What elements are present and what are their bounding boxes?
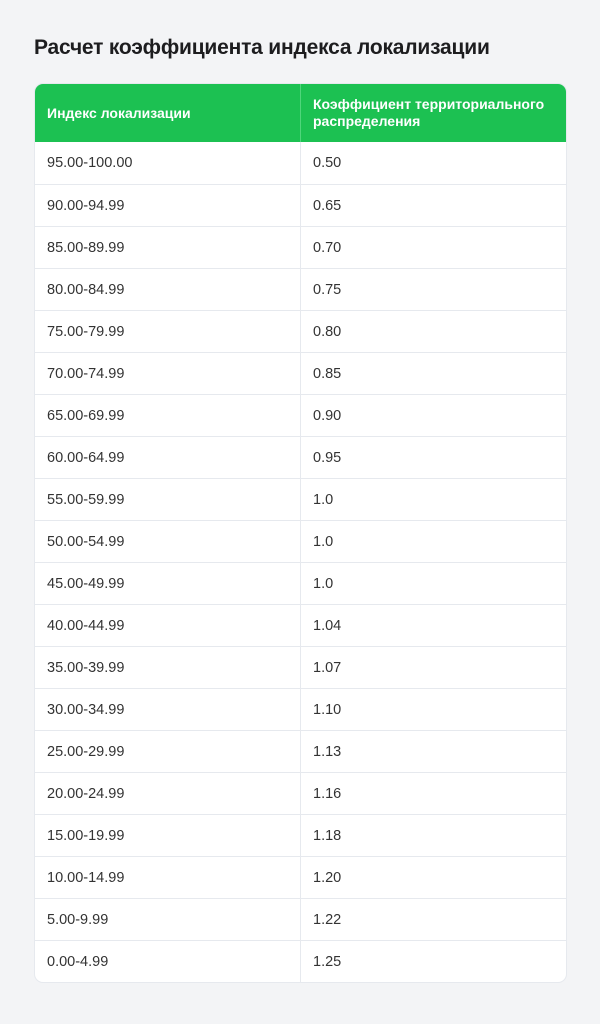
index-range-cell: 0.00-4.99: [35, 941, 301, 982]
header-localization-index: Индекс локализации: [35, 84, 301, 142]
table-header: Индекс локализации Коэффициент территори…: [35, 84, 566, 142]
page-title: Расчет коэффициента индекса локализации: [34, 36, 490, 59]
coefficient-cell: 1.0: [313, 491, 334, 508]
table-row: 25.00-29.99 1.13: [35, 730, 566, 772]
coefficient-cell: 1.07: [313, 659, 342, 676]
table-body: 95.00-100.00 0.50 90.00-94.99 0.65 85.00-89.…: [35, 142, 566, 982]
table-row: 10.00-14.99 1.20: [35, 856, 566, 898]
coefficient-cell: 1.13: [313, 743, 342, 760]
table-row: 80.00-84.99 0.75: [35, 268, 566, 310]
table-row: 60.00-64.99 0.95: [35, 436, 566, 478]
index-range-cell: 5.00-9.99: [35, 899, 301, 940]
table-row: 15.00-19.99 1.18: [35, 814, 566, 856]
table-row: 85.00-89.99 0.70: [35, 226, 566, 268]
coefficient-cell: 1.0: [313, 575, 334, 592]
index-range-cell: 35.00-39.99: [35, 647, 301, 688]
coefficient-cell: 0.85: [313, 365, 342, 382]
coefficient-cell: 1.25: [313, 953, 342, 970]
index-range-cell: 65.00-69.99: [35, 395, 301, 436]
table-row: 90.00-94.99 0.65: [35, 184, 566, 226]
table-row: 65.00-69.99 0.90: [35, 394, 566, 436]
coefficient-cell: 1.16: [313, 785, 342, 802]
header-distribution-coefficient: Коэффициент территориального распределен…: [313, 96, 545, 129]
index-range-cell: 55.00-59.99: [35, 479, 301, 520]
table-row: 20.00-24.99 1.16: [35, 772, 566, 814]
index-range-cell: 20.00-24.99: [35, 773, 301, 814]
coefficient-cell: 0.70: [313, 239, 342, 256]
table-row: 30.00-34.99 1.10: [35, 688, 566, 730]
index-range-cell: 25.00-29.99: [35, 731, 301, 772]
coefficient-cell: 0.50: [313, 155, 342, 171]
index-range-cell: 70.00-74.99: [35, 353, 301, 394]
index-range-cell: 60.00-64.99: [35, 437, 301, 478]
coefficient-cell: 1.18: [313, 827, 342, 844]
coefficient-table: Индекс локализации Коэффициент территори…: [34, 83, 567, 983]
index-range-cell: 15.00-19.99: [35, 815, 301, 856]
table-row: 55.00-59.99 1.0: [35, 478, 566, 520]
table-row: 35.00-39.99 1.07: [35, 646, 566, 688]
index-range-cell: 95.00-100.00: [35, 142, 301, 184]
table-row: 75.00-79.99 0.80: [35, 310, 566, 352]
coefficient-cell: 0.80: [313, 323, 342, 340]
coefficient-cell: 0.90: [313, 407, 342, 424]
index-range-cell: 80.00-84.99: [35, 269, 301, 310]
table-row: 70.00-74.99 0.85: [35, 352, 566, 394]
coefficient-cell: 1.22: [313, 911, 342, 928]
index-range-cell: 90.00-94.99: [35, 185, 301, 226]
coefficient-cell: 1.04: [313, 617, 342, 634]
table-row: 45.00-49.99 1.0: [35, 562, 566, 604]
index-range-cell: 50.00-54.99: [35, 521, 301, 562]
index-range-cell: 30.00-34.99: [35, 689, 301, 730]
table-row: 50.00-54.99 1.0: [35, 520, 566, 562]
table-row: 95.00-100.00 0.50: [35, 142, 566, 184]
index-range-cell: 45.00-49.99: [35, 563, 301, 604]
coefficient-cell: 1.20: [313, 869, 342, 886]
index-range-cell: 40.00-44.99: [35, 605, 301, 646]
table-row: 5.00-9.99 1.22: [35, 898, 566, 940]
index-range-cell: 10.00-14.99: [35, 857, 301, 898]
coefficient-cell: 0.65: [313, 197, 342, 214]
table-row: 0.00-4.99 1.25: [35, 940, 566, 982]
coefficient-cell: 1.10: [313, 701, 342, 718]
coefficient-cell: 0.95: [313, 449, 342, 466]
table-row: 40.00-44.99 1.04: [35, 604, 566, 646]
coefficient-cell: 0.75: [313, 281, 342, 298]
index-range-cell: 85.00-89.99: [35, 227, 301, 268]
index-range-cell: 75.00-79.99: [35, 311, 301, 352]
coefficient-cell: 1.0: [313, 533, 334, 550]
